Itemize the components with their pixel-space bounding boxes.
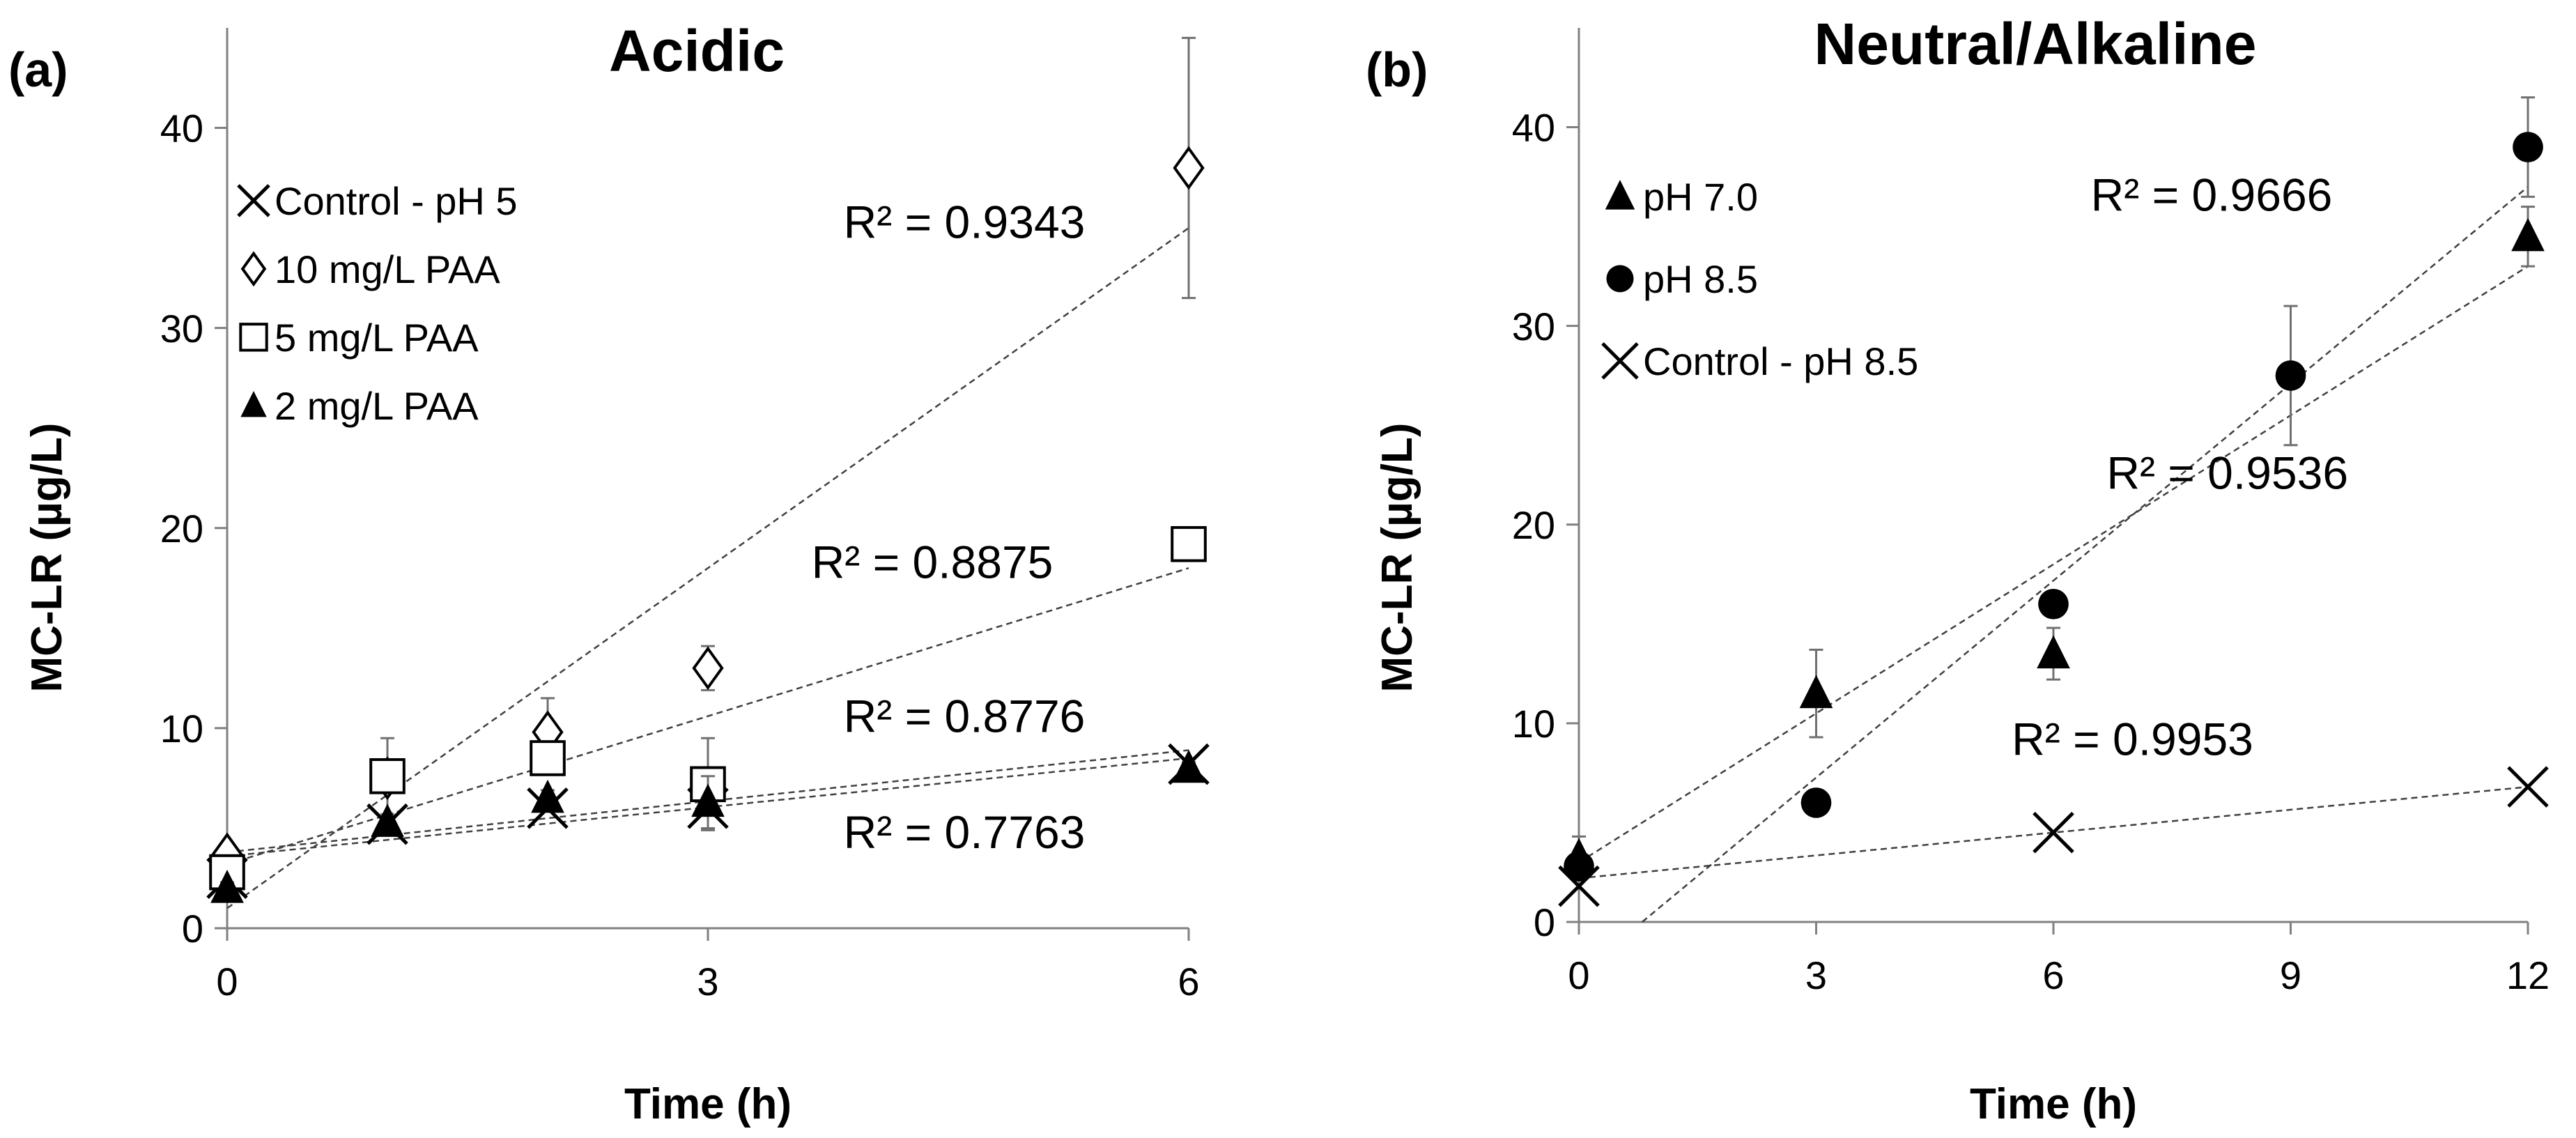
r-squared-label: R² = 0.8875 [812, 537, 1054, 588]
legend-label: 10 mg/L PAA [275, 247, 500, 291]
data-point [1800, 787, 1832, 818]
x-tick-label: 3 [697, 960, 718, 1004]
x-axis-label: Time (h) [624, 1080, 792, 1128]
r-squared-label: R² = 0.8776 [844, 691, 1086, 742]
trendline [1578, 785, 2529, 879]
data-point [210, 869, 244, 903]
x-tick-label: 3 [1805, 953, 1827, 997]
legend-label: pH 8.5 [1643, 257, 1758, 301]
legend-label: Control - pH 5 [275, 179, 518, 223]
data-point [2038, 588, 2069, 620]
legend-label: 2 mg/L PAA [275, 384, 479, 428]
trendline [226, 227, 1189, 909]
data-point [1799, 675, 1833, 709]
legend-marker [1605, 180, 1635, 210]
x-axis-label: Time (h) [1970, 1080, 2137, 1128]
chart-title: Neutral/Alkaline [1814, 11, 2257, 77]
x-tick-label: 12 [2506, 953, 2550, 997]
r-squared-label: R² = 0.9536 [2106, 447, 2348, 498]
y-tick-label: 40 [160, 107, 203, 151]
panel-label: (b) [1366, 43, 1428, 97]
data-point [2507, 766, 2549, 808]
y-tick-label: 20 [1512, 503, 1555, 547]
panel-label: (a) [8, 43, 68, 97]
data-point [1172, 749, 1205, 783]
data-point [692, 646, 724, 691]
r-squared-label: R² = 0.9666 [2091, 169, 2333, 220]
legend-marker [239, 323, 268, 352]
data-point [1558, 865, 1600, 907]
data-point [1171, 525, 1207, 562]
data-point [2037, 635, 2070, 669]
y-tick-label: 10 [1512, 702, 1555, 746]
x-tick-label: 0 [216, 960, 238, 1004]
legend-marker [240, 251, 267, 287]
legend-marker [1601, 342, 1639, 380]
r-squared-label: R² = 0.9953 [2012, 714, 2253, 765]
y-axis-label: MC-LR (µg/L) [23, 423, 71, 693]
data-point [1173, 146, 1205, 190]
data-point [371, 803, 404, 837]
y-tick-label: 0 [182, 907, 203, 951]
chart-title: Acidic [609, 18, 785, 84]
data-point [531, 779, 564, 813]
x-tick-label: 6 [2042, 953, 2064, 997]
data-point [2513, 132, 2543, 162]
data-point [2275, 360, 2306, 391]
y-axis-label: MC-LR (µg/L) [1373, 423, 1421, 693]
x-tick-label: 0 [1568, 953, 1589, 997]
legend-marker [1606, 265, 1634, 293]
trendline [1642, 186, 2529, 923]
x-tick-label: 9 [2280, 953, 2301, 997]
data-point [2033, 811, 2074, 854]
y-tick-label: 30 [160, 307, 203, 351]
legend-label: pH 7.0 [1643, 175, 1758, 219]
legend-marker [240, 390, 267, 417]
y-tick-label: 30 [1512, 305, 1555, 348]
data-point [369, 758, 406, 794]
trendline [1578, 266, 2529, 863]
panel-acidic: 0 10 20 30 40 0 3 6 (a) Acidic Time (h) MC-LR (µg/L… [8, 18, 1210, 1128]
legend-label: Control - pH 8.5 [1643, 339, 1918, 383]
y-tick-label: 0 [1534, 900, 1555, 944]
legend-marker [237, 184, 270, 217]
r-squared-label: R² = 0.7763 [844, 806, 1086, 858]
y-tick-label: 10 [160, 707, 203, 751]
x-tick-label: 6 [1178, 960, 1199, 1004]
data-point [530, 740, 566, 776]
panel-neutral-alkaline: 0 10 20 30 40 0 3 6 9 12 (b) Neutral/Alkaline Time (… [1366, 11, 2550, 1128]
data-point [1564, 851, 1594, 882]
r-squared-label: R² = 0.9343 [844, 196, 1086, 247]
y-tick-label: 40 [1512, 106, 1555, 150]
y-tick-label: 20 [160, 507, 203, 551]
data-point [2511, 217, 2545, 252]
legend-label: 5 mg/L PAA [275, 316, 479, 360]
data-point [691, 783, 725, 817]
